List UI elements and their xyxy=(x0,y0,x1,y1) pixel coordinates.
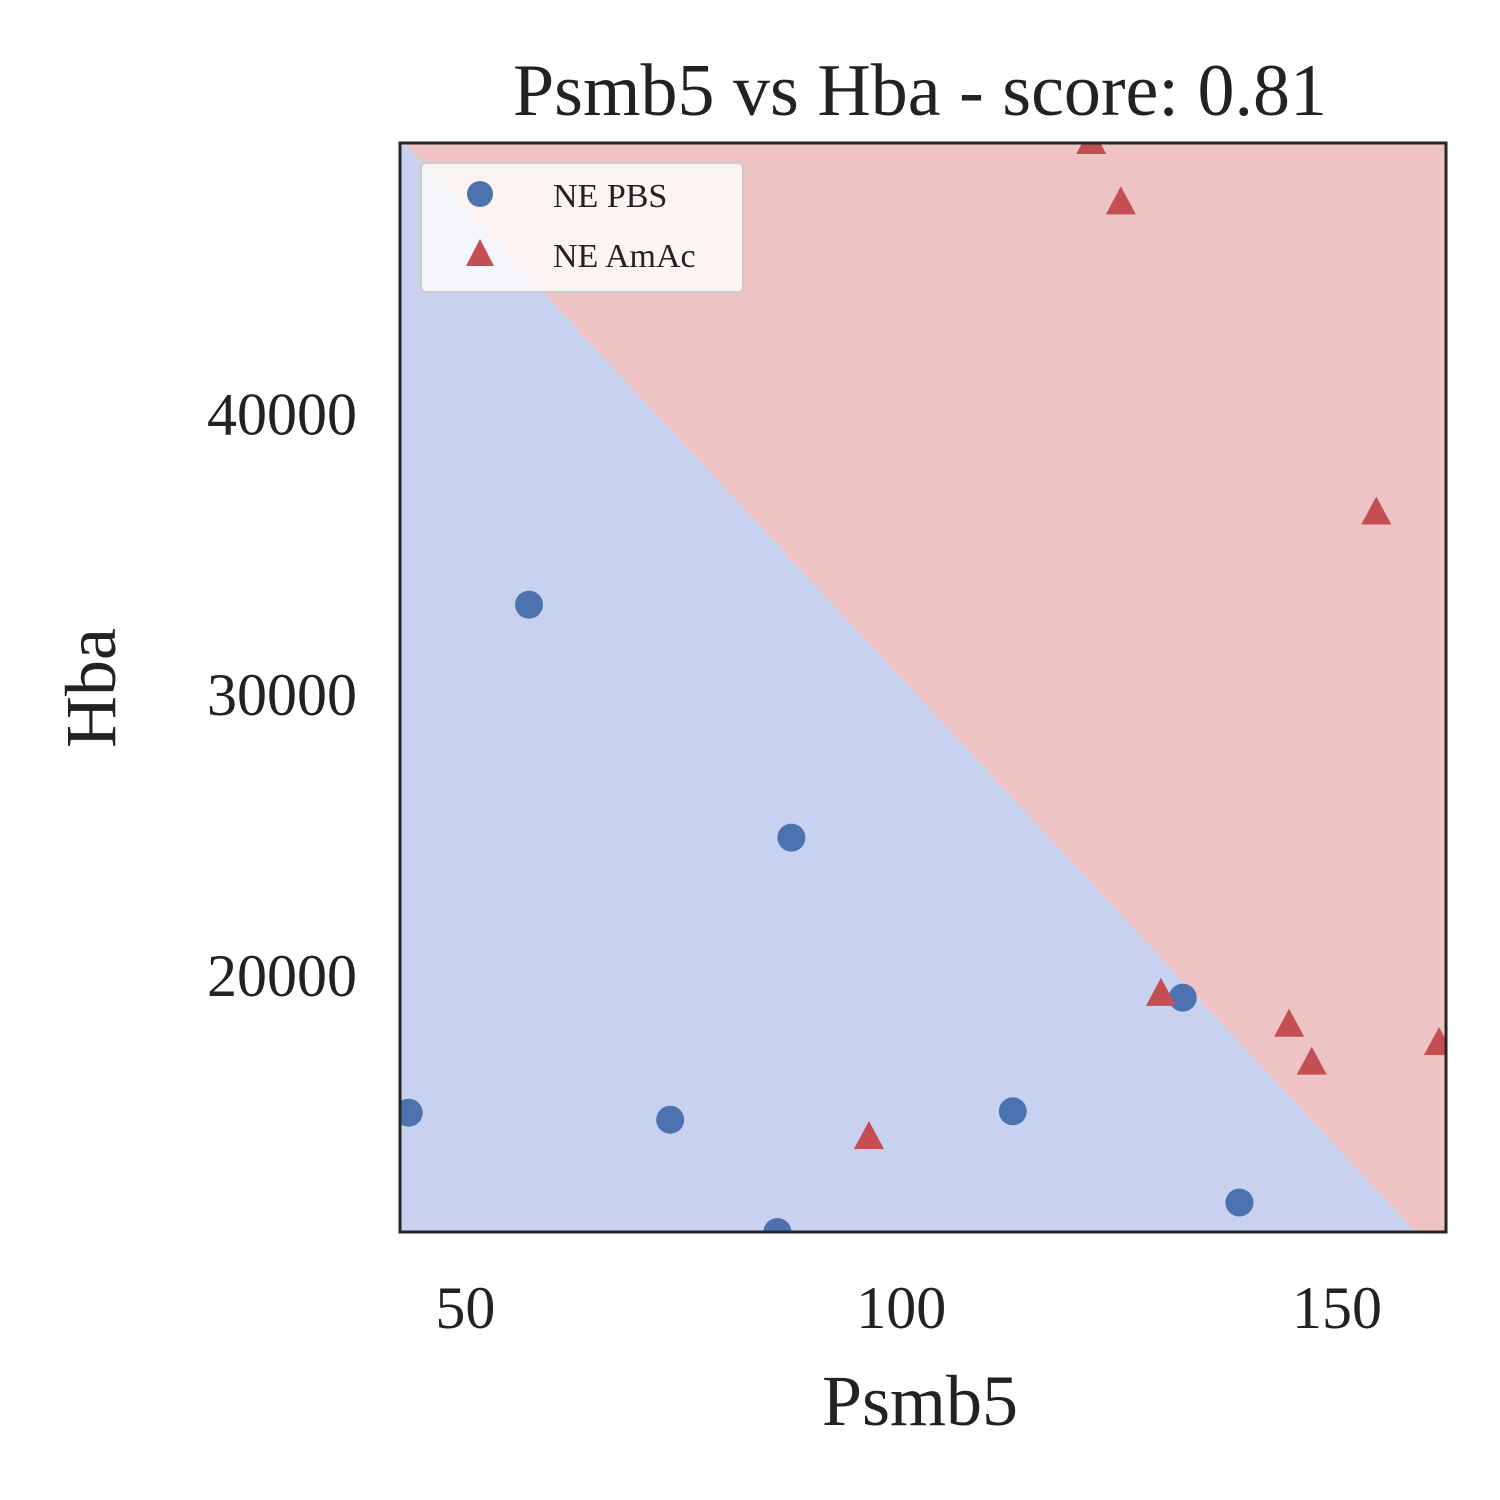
point-ne-amac-6 xyxy=(1296,1046,1327,1075)
x-tick-labels: 50 100 150 xyxy=(435,1275,1382,1341)
x-tick-label-100: 100 xyxy=(856,1275,946,1341)
legend-box xyxy=(420,162,744,293)
point-ne-amac-2 xyxy=(1105,186,1136,215)
chart-title: Psmb5 vs Hba - score: 0.81 xyxy=(513,50,1327,132)
point-ne-amac-4 xyxy=(1145,977,1176,1006)
y-tick-label-40000: 40000 xyxy=(207,381,357,447)
y-tick-labels: 20000 30000 40000 xyxy=(207,381,357,1008)
point-ne-pbs-6 xyxy=(998,1097,1027,1126)
legend-marker-ne-amac xyxy=(466,239,494,266)
legend-label-ne-amac: NE AmAc xyxy=(553,238,696,275)
x-axis-label: Psmb5 xyxy=(822,1361,1018,1441)
point-ne-pbs-5 xyxy=(763,1218,792,1232)
point-ne-pbs-7 xyxy=(1168,983,1197,1012)
legend-marker-ne-pbs xyxy=(467,181,493,207)
data-points xyxy=(400,143,1446,1232)
point-ne-amac-8 xyxy=(1424,1026,1446,1055)
point-ne-amac-3 xyxy=(853,1120,884,1149)
legend-label-ne-pbs: NE PBS xyxy=(553,178,667,215)
point-ne-pbs-8 xyxy=(1225,1188,1254,1217)
legend: NE PBS NE AmAc xyxy=(420,162,744,293)
point-ne-pbs-4 xyxy=(777,823,806,852)
point-ne-pbs-3 xyxy=(656,1105,685,1134)
point-ne-pbs-1 xyxy=(400,1098,423,1127)
y-tick-label-30000: 30000 xyxy=(207,662,357,728)
point-ne-pbs-2 xyxy=(515,590,544,619)
region-ne-pbs xyxy=(400,143,1416,1232)
point-ne-amac-7 xyxy=(1361,496,1392,525)
y-tick-label-20000: 20000 xyxy=(207,943,357,1009)
region-ne-amac xyxy=(404,143,1446,1232)
point-ne-amac-1 xyxy=(1076,143,1107,154)
decision-regions xyxy=(400,143,1446,1232)
point-ne-amac-5 xyxy=(1274,1008,1305,1037)
plot-frame xyxy=(398,141,1448,1234)
x-tick-label-50: 50 xyxy=(435,1275,495,1341)
y-axis-label: Hba xyxy=(51,628,131,748)
x-tick-label-150: 150 xyxy=(1292,1275,1382,1341)
